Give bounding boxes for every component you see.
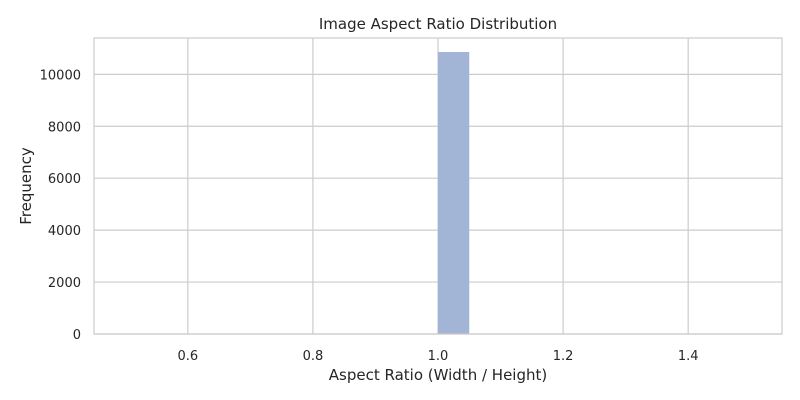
- y-tick-label: 0: [73, 328, 81, 343]
- y-tick-label: 6000: [48, 172, 81, 187]
- y-tick-label: 4000: [48, 224, 81, 239]
- x-tick-label: 0.6: [177, 349, 198, 364]
- plot-frame: [93, 37, 783, 335]
- chart-title: Image Aspect Ratio Distribution: [319, 15, 557, 33]
- y-tick-label: 8000: [48, 120, 81, 135]
- y-tick-label: 10000: [40, 68, 81, 83]
- x-axis-label: Aspect Ratio (Width / Height): [329, 366, 547, 384]
- y-axis-label: Frequency: [17, 147, 35, 225]
- y-tick-labels: 0 2000 4000 6000 8000 10000: [40, 68, 81, 343]
- x-tick-label: 1.2: [553, 349, 574, 364]
- x-tick-label: 1.4: [678, 349, 699, 364]
- x-tick-label: 0.8: [303, 349, 324, 364]
- histogram-bar: [438, 52, 470, 334]
- y-tick-label: 2000: [48, 276, 81, 291]
- bars-layer: [438, 52, 470, 334]
- x-tick-labels: 0.6 0.8 1.0 1.2 1.4: [177, 349, 698, 364]
- x-tick-label: 1.0: [428, 349, 449, 364]
